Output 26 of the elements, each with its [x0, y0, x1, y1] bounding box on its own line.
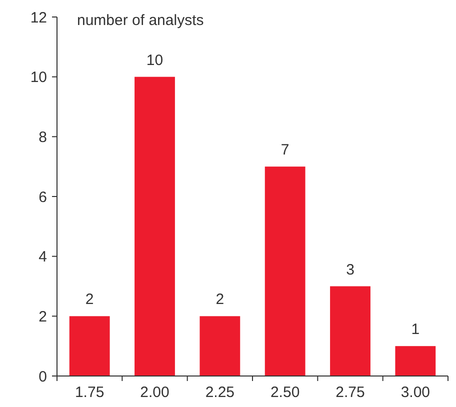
y-tick-label: 12: [30, 9, 47, 26]
bar: [264, 166, 306, 376]
x-tick-label: 2.25: [205, 384, 235, 401]
data-label: 2: [85, 291, 94, 308]
data-label: 2: [216, 291, 224, 308]
data-label: 3: [346, 261, 354, 278]
data-label: 7: [280, 142, 290, 159]
y-tick-label: 4: [38, 248, 47, 266]
x-tick-label: 2.00: [140, 384, 170, 401]
data-label: 1: [411, 321, 420, 338]
bar: [200, 316, 240, 376]
y-tick-label: 8: [38, 128, 47, 146]
x-tick-label: 3.00: [400, 384, 430, 401]
bar: [69, 316, 110, 376]
y-axis-title: number of analysts: [77, 12, 204, 29]
y-tick-label: 2: [38, 308, 47, 326]
bar: [395, 346, 436, 376]
y-tick-label: 0: [38, 368, 47, 386]
bar: [330, 286, 370, 376]
x-tick-label: 1.75: [74, 384, 104, 401]
bar: [134, 76, 175, 376]
y-tick-label: 10: [30, 69, 47, 86]
x-tick-label: 2.75: [336, 384, 365, 401]
y-tick-label: 6: [38, 188, 47, 206]
data-label: 10: [146, 52, 164, 69]
x-tick-label: 2.50: [270, 384, 300, 401]
